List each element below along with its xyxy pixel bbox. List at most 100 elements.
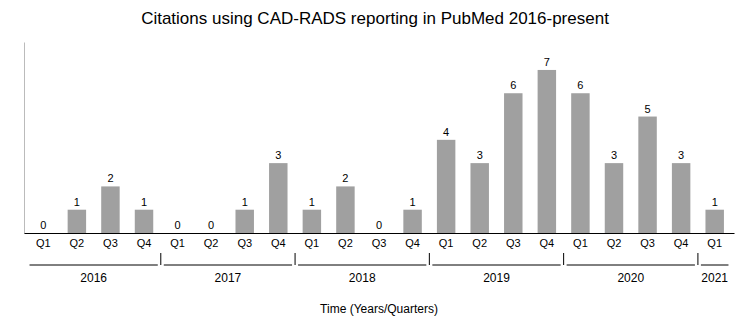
x-tick-label: Q4	[271, 237, 286, 249]
x-tick-label: Q3	[103, 237, 118, 249]
category-groups: 201620172018201920202021	[30, 253, 729, 285]
bars	[68, 70, 724, 233]
data-label: 0	[376, 219, 382, 231]
x-tick-label: Q2	[204, 237, 219, 249]
x-tick: Q4	[271, 237, 286, 249]
group-label: 2016	[80, 271, 107, 285]
data-label: 0	[40, 219, 46, 231]
x-tick-label: Q4	[137, 237, 152, 249]
x-tick-label: Q1	[36, 237, 51, 249]
x-tick: Q3	[103, 237, 118, 249]
x-tick: Q1	[36, 237, 51, 249]
group-label: 2017	[215, 271, 242, 285]
group-bracket	[298, 265, 426, 266]
x-tick: Q1	[439, 237, 454, 249]
bar	[370, 233, 388, 234]
data-labels: 012100131201436763531	[40, 56, 718, 231]
x-tick: Q3	[237, 237, 252, 249]
x-tick-label: Q2	[338, 237, 353, 249]
x-tick-label: Q1	[305, 237, 320, 249]
x-tick-label: Q4	[405, 237, 420, 249]
data-label: 4	[443, 126, 449, 138]
x-tick-label: Q2	[472, 237, 487, 249]
x-tick: Q4	[137, 237, 152, 249]
group-label: 2018	[349, 271, 376, 285]
x-tick-label: Q1	[707, 237, 722, 249]
x-tick: Q1	[707, 237, 722, 249]
group-bracket	[567, 265, 695, 266]
data-label: 2	[342, 172, 348, 184]
bar	[571, 93, 589, 233]
x-tick-label: Q4	[540, 237, 555, 249]
bar	[672, 163, 690, 233]
group-bracket	[164, 265, 292, 266]
y-axis-line	[24, 43, 25, 234]
bar	[235, 210, 253, 233]
bar	[437, 140, 455, 233]
group-divider	[295, 253, 296, 265]
bar	[168, 233, 186, 234]
x-tick-label: Q2	[607, 237, 622, 249]
x-tick: Q3	[640, 237, 655, 249]
chart: 012100131201436763531Q1Q2Q3Q4Q1Q2Q3Q4Q1Q…	[0, 0, 750, 325]
bar	[34, 233, 52, 234]
title: Citations using CAD-RADS reporting in Pu…	[141, 9, 609, 28]
x-tick: Q4	[405, 237, 420, 249]
x-tick: Q3	[506, 237, 521, 249]
x-tick: Q2	[70, 237, 85, 249]
x-tick-label: Q1	[573, 237, 588, 249]
x-tick-label: Q3	[237, 237, 252, 249]
x-tick-label: Q3	[506, 237, 521, 249]
data-label: 1	[242, 196, 248, 208]
group-divider	[160, 253, 161, 265]
x-axis-line	[25, 233, 735, 234]
data-label: 1	[74, 196, 80, 208]
x-tick: Q1	[573, 237, 588, 249]
x-tick-label: Q3	[640, 237, 655, 249]
x-tick: Q2	[607, 237, 622, 249]
data-label: 3	[611, 149, 617, 161]
y-axis	[24, 43, 25, 234]
x-tick-label: Q3	[372, 237, 387, 249]
bar	[101, 186, 119, 233]
x-axis: Q1 Q2 Q3 Q4 Q1 Q2 Q3 Q4 Q1 Q2 Q3 Q4 Q1 Q2 Q3 Q4 Q1 Q2 Q3 Q4…	[25, 234, 735, 249]
bar	[336, 186, 354, 233]
x-tick: Q3	[372, 237, 387, 249]
bar	[135, 210, 153, 233]
data-label: 6	[577, 79, 583, 91]
x-tick-label: Q1	[170, 237, 185, 249]
plot: 012100131201436763531Q1Q2Q3Q4Q1Q2Q3Q4Q1Q…	[25, 43, 735, 286]
data-label: 7	[544, 56, 550, 68]
data-label: 3	[477, 149, 483, 161]
bar	[269, 163, 287, 233]
group-label: 2021	[701, 271, 728, 285]
x-tick: Q4	[674, 237, 689, 249]
x-tick: Q2	[338, 237, 353, 249]
group-divider	[697, 253, 698, 265]
bar	[303, 210, 321, 233]
x-tick: Q1	[305, 237, 320, 249]
x-tick-label: Q4	[674, 237, 689, 249]
data-label: 3	[275, 149, 281, 161]
bar	[638, 117, 656, 233]
bar	[605, 163, 623, 233]
data-label: 6	[510, 79, 516, 91]
x-axis-title: Time (Years/Quarters)	[320, 302, 438, 316]
data-label: 0	[175, 219, 181, 231]
bar	[504, 93, 522, 233]
bar	[202, 233, 220, 234]
group-label: 2019	[483, 271, 510, 285]
group-bracket	[701, 265, 729, 266]
data-label: 1	[410, 196, 416, 208]
group-divider	[429, 253, 430, 265]
group-bracket	[30, 265, 158, 266]
data-label: 0	[208, 219, 214, 231]
group-divider	[563, 253, 564, 265]
data-label: 2	[107, 172, 113, 184]
x-tick: Q2	[204, 237, 219, 249]
x-tick-label: Q2	[70, 237, 85, 249]
bar	[68, 210, 86, 233]
x-tick: Q2	[472, 237, 487, 249]
bar	[538, 70, 556, 233]
x-tick-label: Q1	[439, 237, 454, 249]
